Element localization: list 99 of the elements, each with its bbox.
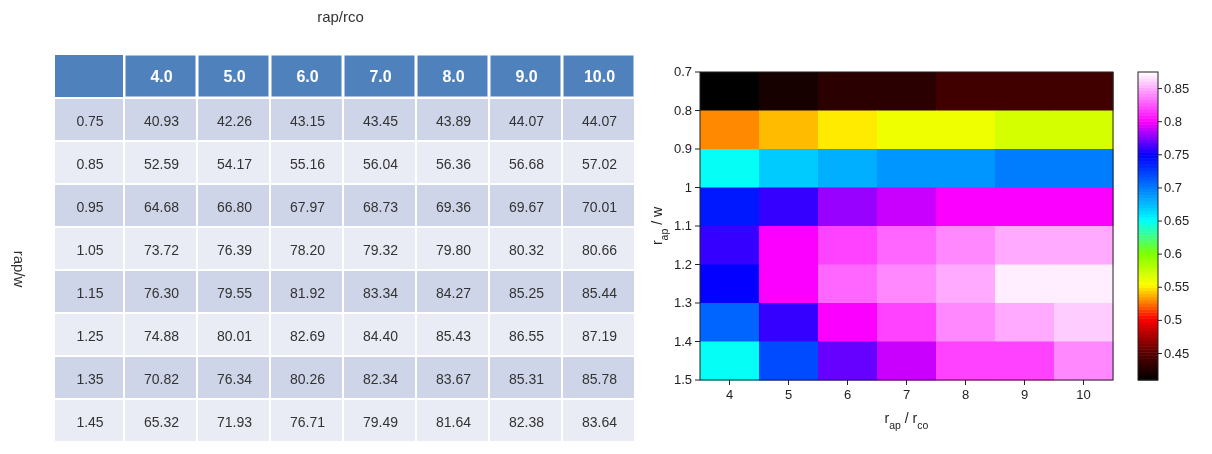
x-tick-label: 6.0 xyxy=(296,68,319,85)
data-label: 82.38 xyxy=(508,413,545,430)
color-bar-label: 0.55 xyxy=(1164,279,1190,295)
data-label: 66.80 xyxy=(216,198,253,215)
data-label: 71.93 xyxy=(216,413,253,430)
x-tick-label: 4 xyxy=(725,387,734,402)
data-label: 76.39 xyxy=(216,241,253,258)
data-label: 84.40 xyxy=(362,327,399,344)
x-tick-label: 4.0 xyxy=(150,68,173,85)
x-tick-label: 9.0 xyxy=(515,68,538,85)
x-axis-title: rap/rco xyxy=(317,8,364,25)
data-label: 83.67 xyxy=(435,370,472,387)
data-label: 80.66 xyxy=(581,241,618,258)
x-tick-label: 5 xyxy=(784,387,793,402)
y-tick-label: 1.05 xyxy=(76,241,104,258)
y-tick-label: 1.3 xyxy=(673,295,692,310)
data-label: 69.36 xyxy=(435,198,472,215)
color-bar-label: 0.7 xyxy=(1164,179,1183,195)
data-label: 43.45 xyxy=(362,112,399,129)
data-label: 43.15 xyxy=(289,112,326,129)
x-tick-label: 10 xyxy=(1076,387,1091,402)
x-axis-title: r$_{ap}$ / r$_{co}$ xyxy=(884,410,929,431)
data-label: 65.32 xyxy=(143,413,180,430)
data-label: 56.04 xyxy=(362,155,399,172)
data-label: 79.55 xyxy=(216,284,253,301)
data-label: 69.67 xyxy=(508,198,545,215)
data-label: 74.88 xyxy=(143,327,180,344)
color-bar-label: 0.5 xyxy=(1164,312,1183,328)
data-label: 64.68 xyxy=(143,198,180,215)
x-tick-label: 7.0 xyxy=(369,68,392,85)
y-tick-label: 0.8 xyxy=(673,102,692,118)
data-label: 85.31 xyxy=(508,370,545,387)
y-tick-label: 0.95 xyxy=(76,198,104,215)
y-tick-label: 1.15 xyxy=(76,284,104,301)
data-label: 85.43 xyxy=(435,327,472,344)
color-bar-label: 0.85 xyxy=(1164,80,1190,96)
data-label: 73.72 xyxy=(143,241,180,258)
x-tick-label: 10.0 xyxy=(583,68,616,85)
color-bar-label: 0.45 xyxy=(1164,345,1190,361)
x-tick-label: 9 xyxy=(1020,387,1029,402)
x-tick-label: 5.0 xyxy=(223,68,246,85)
data-label: 70.82 xyxy=(143,370,180,387)
y-tick-label: 0.75 xyxy=(76,112,104,129)
data-label: 44.07 xyxy=(508,112,545,129)
data-label: 55.16 xyxy=(289,155,326,172)
data-label: 80.01 xyxy=(216,327,253,344)
x-tick-label: 8.0 xyxy=(442,68,465,85)
data-label: 68.73 xyxy=(362,198,399,215)
y-tick-label: 1 xyxy=(684,179,692,195)
data-label: 56.36 xyxy=(435,155,472,172)
y-tick-label: 1.5 xyxy=(673,372,692,387)
y-tick-label: 1.1 xyxy=(673,218,692,233)
y-tick-label: 0.9 xyxy=(673,141,692,156)
data-label: 85.78 xyxy=(581,370,618,387)
y-axis-title: rap/w xyxy=(11,250,28,288)
x-tick-label: 6 xyxy=(843,387,852,402)
data-label: 79.49 xyxy=(362,413,399,430)
y-tick-label: 1.35 xyxy=(76,370,104,387)
data-label: 67.97 xyxy=(289,198,326,215)
data-label: 87.19 xyxy=(581,327,618,344)
data-label: 70.01 xyxy=(581,198,618,215)
y-tick-label: 1.4 xyxy=(673,333,692,349)
data-label: 79.80 xyxy=(435,241,472,258)
data-label: 57.02 xyxy=(581,155,618,172)
data-label: 40.93 xyxy=(143,112,180,129)
data-label: 82.34 xyxy=(362,370,399,387)
y-tick-label: 1.25 xyxy=(76,327,104,344)
data-label: 85.25 xyxy=(508,284,545,301)
data-label: 86.55 xyxy=(508,327,545,344)
y-tick-label: 0.7 xyxy=(673,64,692,79)
x-tick-label: 7 xyxy=(902,387,911,402)
data-label: 52.59 xyxy=(143,155,180,172)
data-label: 76.71 xyxy=(289,413,326,430)
data-label: 56.68 xyxy=(508,155,545,172)
data-label: 76.34 xyxy=(216,370,253,387)
data-label: 81.92 xyxy=(289,284,326,301)
color-bar-label: 0.75 xyxy=(1164,146,1190,162)
data-label: 80.26 xyxy=(289,370,326,387)
data-label: 83.34 xyxy=(362,284,399,301)
data-label: 84.27 xyxy=(435,284,472,301)
data-label: 81.64 xyxy=(435,413,472,430)
y-tick-label: 0.85 xyxy=(76,155,104,172)
data-label: 42.26 xyxy=(216,112,253,129)
y-tick-label: 1.45 xyxy=(76,413,104,430)
data-label: 80.32 xyxy=(508,241,545,258)
data-label: 54.17 xyxy=(216,155,253,172)
data-label: 44.07 xyxy=(581,112,618,129)
data-label: 82.69 xyxy=(289,327,326,344)
data-label: 79.32 xyxy=(362,241,399,258)
color-bar-label: 0.65 xyxy=(1164,213,1190,229)
data-label: 43.89 xyxy=(435,112,472,129)
data-label: 78.20 xyxy=(289,241,326,258)
data-label: 76.30 xyxy=(143,284,180,301)
x-tick-label: 8 xyxy=(961,387,970,402)
y-tick-label: 1.2 xyxy=(673,256,692,272)
color-bar-label: 0.6 xyxy=(1164,246,1183,262)
data-label: 85.44 xyxy=(581,284,618,301)
color-bar-label: 0.8 xyxy=(1164,113,1183,129)
data-label: 83.64 xyxy=(581,413,618,430)
